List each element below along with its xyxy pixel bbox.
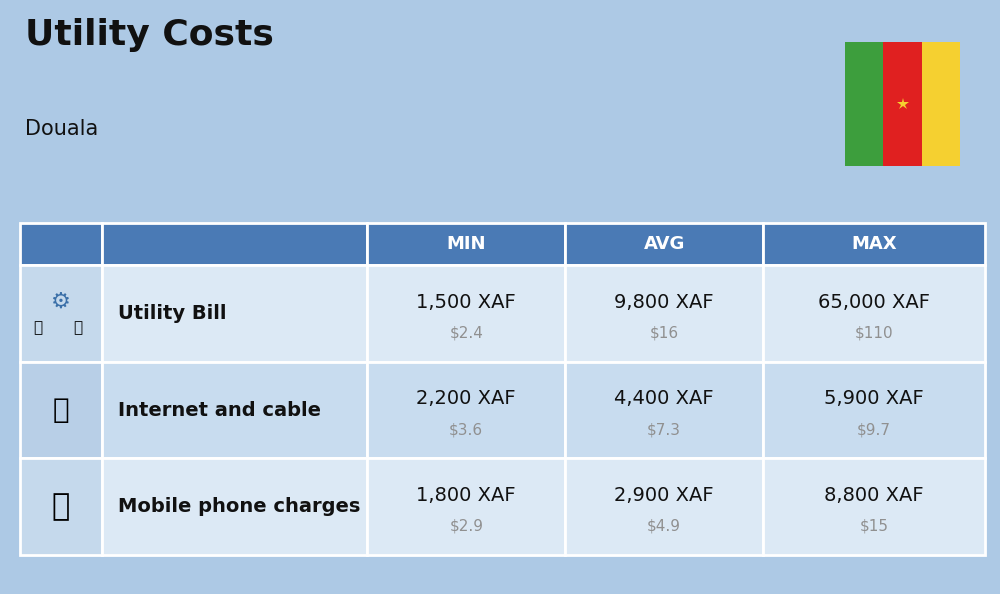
Text: Douala: Douala <box>25 119 98 139</box>
FancyBboxPatch shape <box>763 223 985 266</box>
FancyBboxPatch shape <box>20 266 102 362</box>
FancyBboxPatch shape <box>922 42 960 166</box>
FancyBboxPatch shape <box>102 266 367 362</box>
Text: 📡: 📡 <box>53 396 69 424</box>
FancyBboxPatch shape <box>20 362 102 459</box>
FancyBboxPatch shape <box>565 459 763 555</box>
Text: Internet and cable: Internet and cable <box>118 401 321 420</box>
Text: 8,800 XAF: 8,800 XAF <box>824 486 924 505</box>
FancyBboxPatch shape <box>367 459 565 555</box>
Text: 🔌: 🔌 <box>33 320 43 335</box>
Text: 1,500 XAF: 1,500 XAF <box>416 293 516 312</box>
FancyBboxPatch shape <box>883 42 922 166</box>
Text: $4.9: $4.9 <box>647 519 681 533</box>
Text: ⚙: ⚙ <box>51 292 71 312</box>
FancyBboxPatch shape <box>367 362 565 459</box>
Text: $9.7: $9.7 <box>857 422 891 437</box>
Text: $2.9: $2.9 <box>449 519 483 533</box>
Text: 5,900 XAF: 5,900 XAF <box>824 389 924 408</box>
FancyBboxPatch shape <box>763 459 985 555</box>
Text: 🖥: 🖥 <box>73 320 82 335</box>
Text: $110: $110 <box>855 326 893 340</box>
Text: Utility Bill: Utility Bill <box>118 304 226 323</box>
Text: $7.3: $7.3 <box>647 422 681 437</box>
FancyBboxPatch shape <box>102 459 367 555</box>
FancyBboxPatch shape <box>763 362 985 459</box>
Text: MAX: MAX <box>851 235 897 253</box>
Text: $3.6: $3.6 <box>449 422 483 437</box>
Text: AVG: AVG <box>643 235 685 253</box>
Text: 9,800 XAF: 9,800 XAF <box>614 293 714 312</box>
FancyBboxPatch shape <box>565 223 763 266</box>
FancyBboxPatch shape <box>20 223 102 266</box>
FancyBboxPatch shape <box>20 459 102 555</box>
Text: 1,800 XAF: 1,800 XAF <box>416 486 516 505</box>
FancyBboxPatch shape <box>367 223 565 266</box>
Text: 65,000 XAF: 65,000 XAF <box>818 293 930 312</box>
Text: $2.4: $2.4 <box>449 326 483 340</box>
FancyBboxPatch shape <box>763 266 985 362</box>
Text: $16: $16 <box>650 326 679 340</box>
Text: $15: $15 <box>860 519 889 533</box>
FancyBboxPatch shape <box>565 362 763 459</box>
FancyBboxPatch shape <box>565 266 763 362</box>
Text: MIN: MIN <box>447 235 486 253</box>
Text: 4,400 XAF: 4,400 XAF <box>614 389 714 408</box>
Text: 📱: 📱 <box>52 492 70 522</box>
Text: 2,200 XAF: 2,200 XAF <box>416 389 516 408</box>
Text: Utility Costs: Utility Costs <box>25 18 274 52</box>
FancyBboxPatch shape <box>102 362 367 459</box>
Text: Mobile phone charges: Mobile phone charges <box>118 497 360 516</box>
FancyBboxPatch shape <box>845 42 883 166</box>
FancyBboxPatch shape <box>367 266 565 362</box>
FancyBboxPatch shape <box>102 223 367 266</box>
Text: 2,900 XAF: 2,900 XAF <box>614 486 714 505</box>
